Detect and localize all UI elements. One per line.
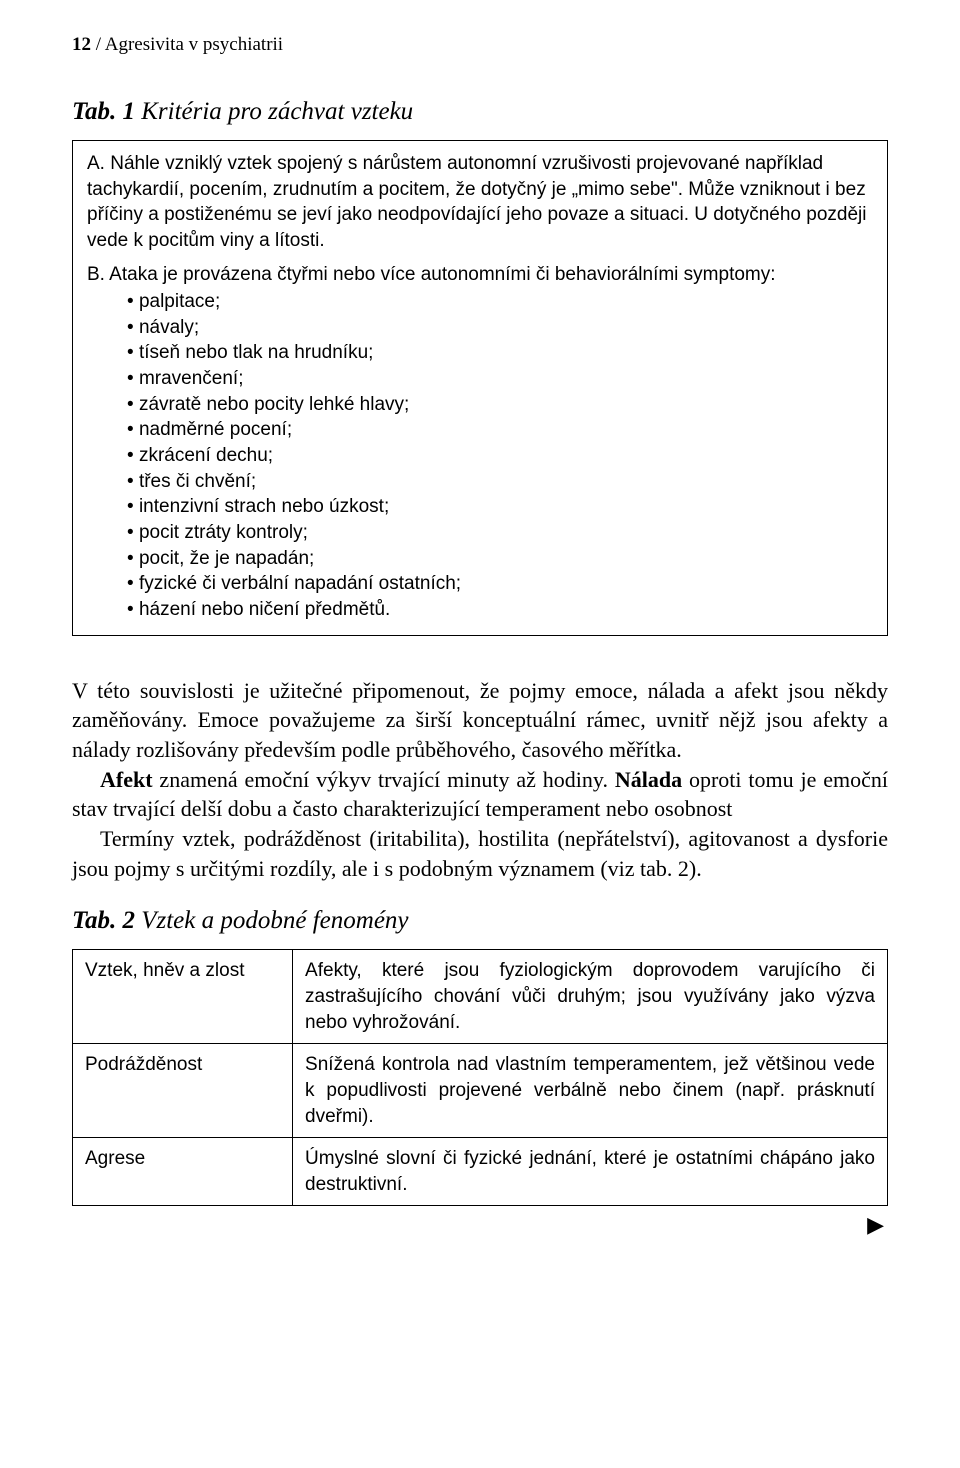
body-paragraph-2: Afekt znamená emoční výkyv trvající minu… — [72, 765, 888, 824]
list-item: návaly; — [127, 315, 873, 341]
running-title: / Agresivita v psychiatrii — [96, 34, 283, 55]
criterion-b-intro: B. Ataka je provázena čtyřmi nebo více a… — [87, 262, 873, 288]
table2-title: Vztek a podobné fenomény — [135, 907, 409, 934]
table1-caption: Tab. 1 Kritéria pro záchvat vzteku — [72, 98, 888, 126]
list-item: házení nebo ničení předmětů. — [127, 597, 873, 623]
definitions-table: Vztek, hněv a zlost Afekty, které jsou f… — [72, 949, 888, 1206]
term-nalada: Nálada — [615, 767, 682, 792]
document-page: 12 / Agresivita v psychiatrii Tab. 1 Kri… — [0, 0, 960, 1280]
table-row: Agrese Úmyslné slovní či fyzické jednání… — [73, 1138, 888, 1206]
list-item: závratě nebo pocity lehké hlavy; — [127, 392, 873, 418]
table1-title: Kritéria pro záchvat vzteku — [135, 98, 413, 125]
criterion-b-list: palpitace; návaly; tíseň nebo tlak na hr… — [87, 289, 873, 622]
table2-label: Tab. 2 — [72, 907, 135, 934]
arrow-right-icon: ▶ — [867, 1212, 884, 1237]
list-item: mravenčení; — [127, 366, 873, 392]
list-item: palpitace; — [127, 289, 873, 315]
term-afekt: Afekt — [100, 767, 153, 792]
body-paragraph-1: V této souvislosti je užitečné připomeno… — [72, 676, 888, 765]
body-p2-text1: znamená emoční výkyv trvající minuty až … — [153, 767, 615, 792]
table2-caption: Tab. 2 Vztek a podobné fenomény — [72, 907, 888, 935]
definition-cell: Afekty, které jsou fyziologickým doprovo… — [293, 950, 888, 1044]
criteria-box: A. Náhle vzniklý vztek spojený s nárůste… — [72, 140, 888, 636]
list-item: zkrácení dechu; — [127, 443, 873, 469]
body-text: V této souvislosti je užitečné připomeno… — [72, 676, 888, 884]
body-paragraph-3: Termíny vztek, podrážděnost (iritabilita… — [72, 824, 888, 883]
list-item: fyzické či verbální napadání ostatních; — [127, 571, 873, 597]
continue-marker: ▶ — [72, 1212, 888, 1238]
list-item: třes či chvění; — [127, 469, 873, 495]
term-cell: Vztek, hněv a zlost — [73, 950, 293, 1044]
list-item: intenzivní strach nebo úzkost; — [127, 494, 873, 520]
table-row: Vztek, hněv a zlost Afekty, které jsou f… — [73, 950, 888, 1044]
criterion-a: A. Náhle vzniklý vztek spojený s nárůste… — [87, 151, 873, 254]
term-cell: Podrážděnost — [73, 1044, 293, 1138]
page-number: 12 — [72, 34, 91, 55]
list-item: nadměrné pocení; — [127, 417, 873, 443]
list-item: tíseň nebo tlak na hrudníku; — [127, 340, 873, 366]
definition-cell: Snížená kontrola nad vlastním temperamen… — [293, 1044, 888, 1138]
definition-cell: Úmyslné slovní či fyzické jednání, které… — [293, 1138, 888, 1206]
running-header: 12 / Agresivita v psychiatrii — [72, 34, 888, 56]
list-item: pocit, že je napadán; — [127, 546, 873, 572]
table1-label: Tab. 1 — [72, 98, 135, 125]
table-row: Podrážděnost Snížená kontrola nad vlastn… — [73, 1044, 888, 1138]
list-item: pocit ztráty kontroly; — [127, 520, 873, 546]
term-cell: Agrese — [73, 1138, 293, 1206]
